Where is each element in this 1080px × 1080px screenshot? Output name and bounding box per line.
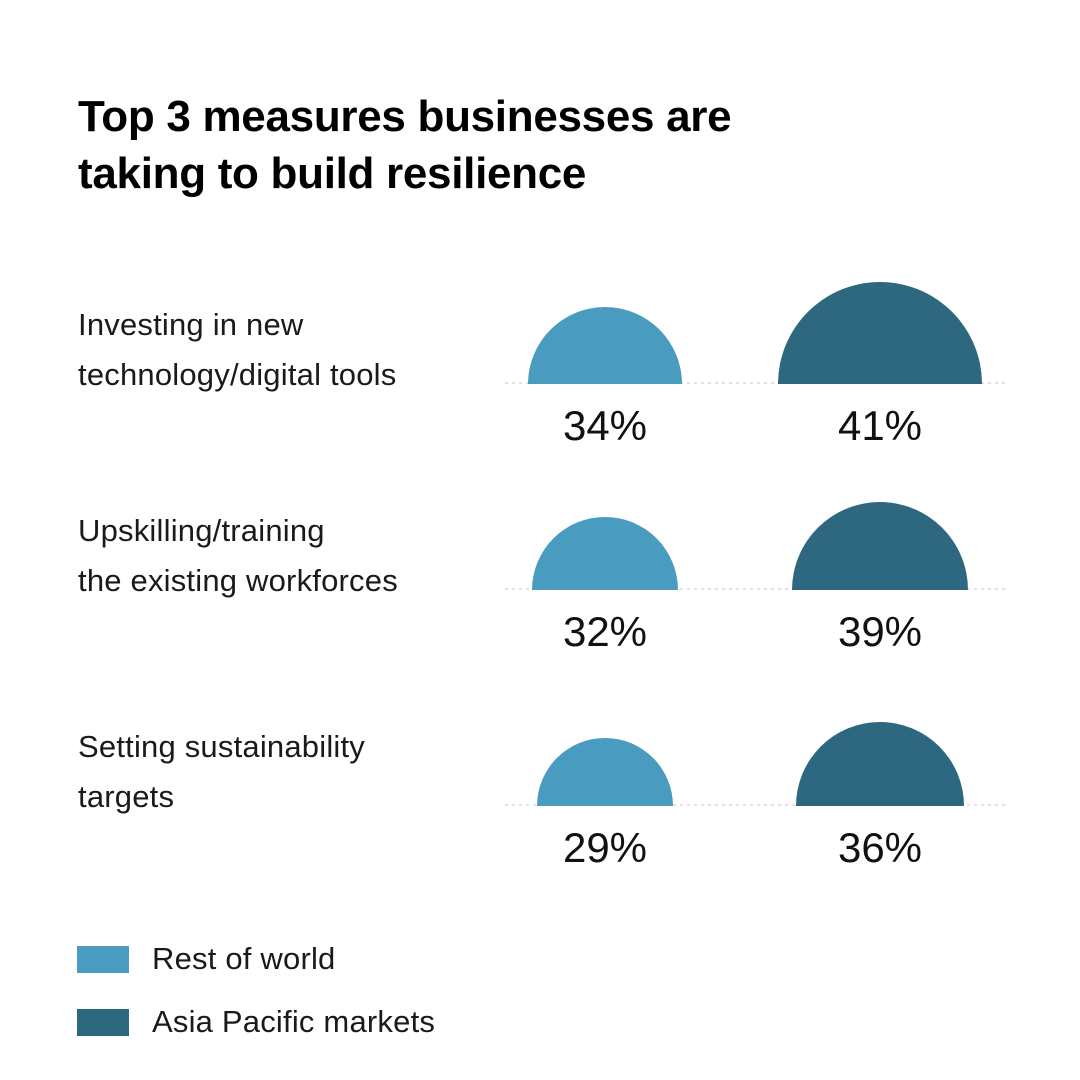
dotted-baseline [505,588,1005,590]
semicircle-rest-of-world [532,517,678,590]
semicircle-asia-pacific [796,722,964,806]
measure-label: Setting sustainability targets [78,729,366,814]
value-label-rest-of-world: 34% [562,402,648,449]
legend: Rest of world Asia Pacific markets [77,941,435,1067]
value-label-rest-of-world: 32% [562,608,648,655]
measure-label: Investing in new technology/digital tools [78,307,397,392]
legend-item-rest-of-world: Rest of world [77,941,435,977]
page-title-line1: Top 3 measures businesses are [78,92,732,141]
dotted-baseline [505,804,1005,806]
legend-label-asia-pacific: Asia Pacific markets [152,1004,436,1039]
value-label-asia-pacific: 36% [837,824,923,871]
legend-swatch-asia-pacific [77,1008,129,1036]
semicircle-asia-pacific [792,502,968,590]
dotted-baseline [505,382,1005,384]
legend-swatch-rest-of-world [77,945,129,973]
page-title-line2: taking to build resilience [78,149,587,198]
legend-item-asia-pacific: Asia Pacific markets [77,1004,435,1040]
legend-label-rest-of-world: Rest of world [152,941,336,976]
semicircle-asia-pacific [778,282,982,384]
value-label-asia-pacific: 41% [837,402,923,449]
measure-label: Upskilling/training the existing workforc… [78,513,398,598]
semicircle-rest-of-world [528,307,682,384]
page-title: Top 3 measures businesses are taking to b… [78,88,732,202]
value-label-rest-of-world: 29% [562,824,648,871]
semicircle-rest-of-world [537,738,673,806]
value-label-asia-pacific: 39% [837,608,923,655]
